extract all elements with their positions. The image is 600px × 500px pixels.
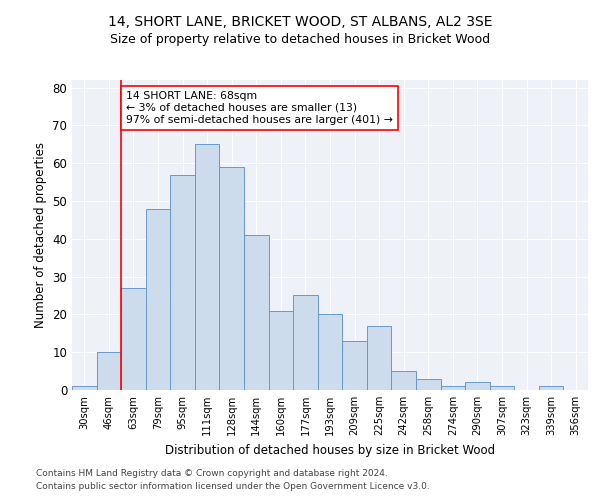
Bar bbox=[293, 296, 318, 390]
Bar bbox=[170, 174, 195, 390]
Text: 14 SHORT LANE: 68sqm
← 3% of detached houses are smaller (13)
97% of semi-detach: 14 SHORT LANE: 68sqm ← 3% of detached ho… bbox=[126, 92, 393, 124]
Y-axis label: Number of detached properties: Number of detached properties bbox=[34, 142, 47, 328]
Bar bbox=[490, 386, 514, 390]
Text: Contains public sector information licensed under the Open Government Licence v3: Contains public sector information licen… bbox=[36, 482, 430, 491]
Bar bbox=[72, 386, 97, 390]
Bar bbox=[391, 371, 416, 390]
Text: 14, SHORT LANE, BRICKET WOOD, ST ALBANS, AL2 3SE: 14, SHORT LANE, BRICKET WOOD, ST ALBANS,… bbox=[108, 15, 492, 29]
Bar bbox=[539, 386, 563, 390]
Bar bbox=[244, 235, 269, 390]
Bar bbox=[220, 167, 244, 390]
Bar bbox=[97, 352, 121, 390]
Bar bbox=[342, 341, 367, 390]
Text: Contains HM Land Registry data © Crown copyright and database right 2024.: Contains HM Land Registry data © Crown c… bbox=[36, 468, 388, 477]
Bar bbox=[416, 378, 440, 390]
Bar bbox=[367, 326, 391, 390]
Bar bbox=[465, 382, 490, 390]
X-axis label: Distribution of detached houses by size in Bricket Wood: Distribution of detached houses by size … bbox=[165, 444, 495, 456]
Bar bbox=[440, 386, 465, 390]
Bar bbox=[318, 314, 342, 390]
Bar bbox=[195, 144, 220, 390]
Bar bbox=[269, 310, 293, 390]
Text: Size of property relative to detached houses in Bricket Wood: Size of property relative to detached ho… bbox=[110, 32, 490, 46]
Bar bbox=[146, 208, 170, 390]
Bar bbox=[121, 288, 146, 390]
